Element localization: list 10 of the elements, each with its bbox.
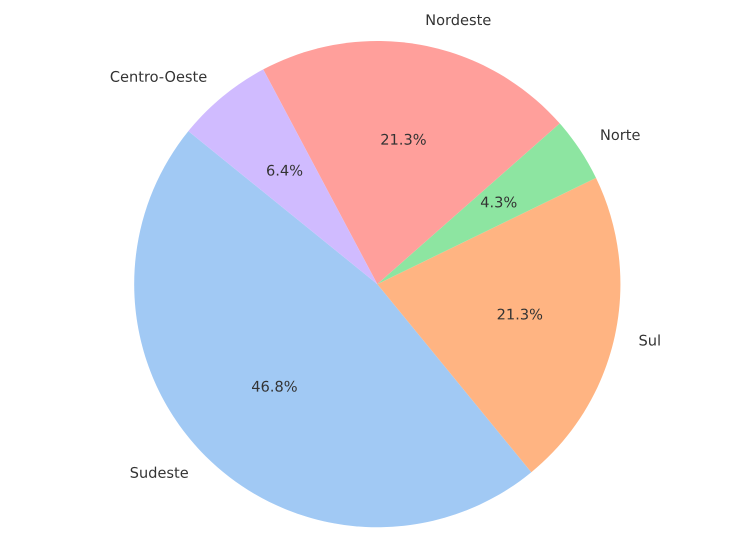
data-label: 21.3% — [381, 134, 426, 145]
data-label: 46.8% — [252, 380, 297, 392]
data-label: 6.4% — [267, 164, 302, 176]
slice-label: Centro-Oeste — [110, 70, 206, 82]
slice-label: Sul — [639, 334, 660, 346]
data-label: 4.3% — [480, 196, 516, 208]
slice-label: Norte — [601, 129, 640, 140]
slice-label: Sudeste — [130, 466, 188, 478]
data-label: 21.3% — [498, 308, 542, 320]
slice-label: Nordeste — [426, 14, 491, 26]
